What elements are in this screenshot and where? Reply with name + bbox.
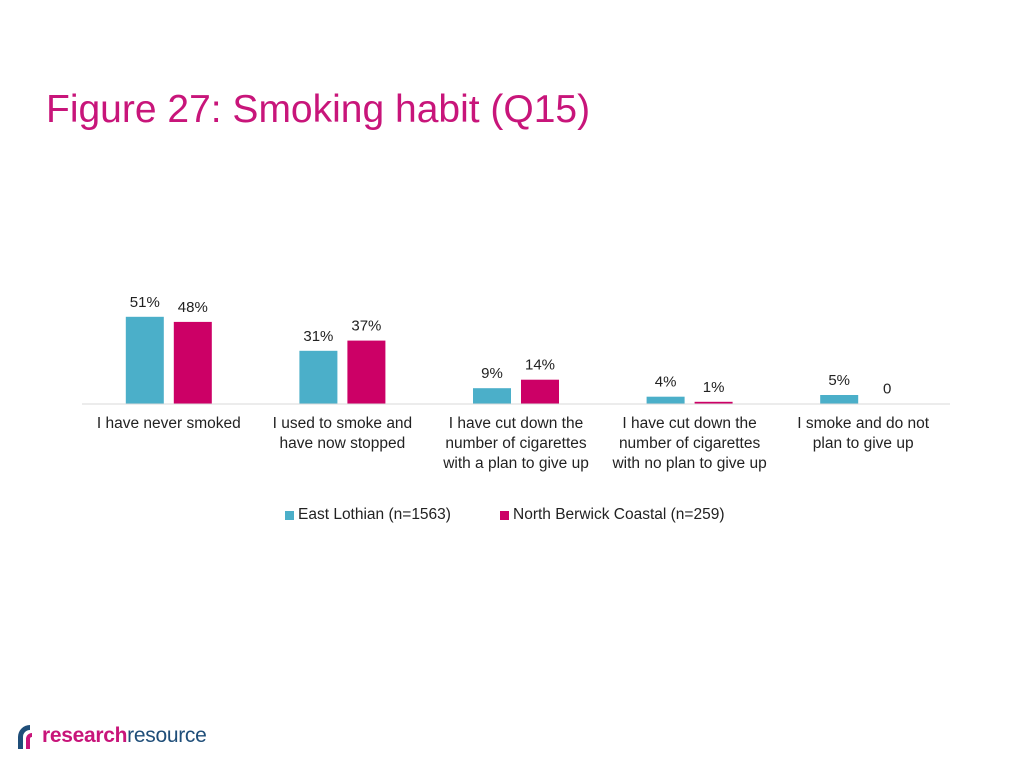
logo-mark-icon xyxy=(18,725,32,749)
data-label-north-berwick-2: 14% xyxy=(525,357,555,374)
category-label-line: with no plan to give up xyxy=(612,455,767,472)
category-label-line: with a plan to give up xyxy=(443,455,589,472)
bar-east-lothian-0 xyxy=(125,316,164,404)
category-label-2: I have cut down the number of cigarettes w… xyxy=(430,414,602,474)
legend-item-north-berwick: North Berwick Coastal (n=259) xyxy=(500,506,725,524)
logo-word-resource: resource xyxy=(127,724,207,747)
data-label-north-berwick-0: 48% xyxy=(178,299,208,316)
bar-east-lothian-2 xyxy=(473,388,511,404)
category-label-0: I have never smoked xyxy=(83,414,255,434)
data-label-north-berwick-3: 1% xyxy=(703,379,725,396)
category-label-4: I smoke and do not plan to give up xyxy=(777,414,949,454)
bar-north-berwick-0 xyxy=(173,321,212,404)
category-label-line: I smoke and do not xyxy=(797,415,930,432)
legend-label-east-lothian: East Lothian (n=1563) xyxy=(298,506,451,523)
logo-word-research: research xyxy=(42,724,128,747)
data-label-north-berwick-1: 37% xyxy=(351,318,381,335)
data-label-east-lothian-3: 4% xyxy=(655,374,677,391)
legend-swatch-north-berwick xyxy=(500,510,509,520)
data-label-east-lothian-4: 5% xyxy=(828,372,850,389)
category-label-line: I have cut down the xyxy=(448,415,584,432)
category-label-line: plan to give up xyxy=(812,435,914,452)
logo-wordmark: researchresource xyxy=(42,724,207,748)
data-label-east-lothian-1: 31% xyxy=(303,328,333,345)
category-label-line: number of cigarettes xyxy=(445,435,587,452)
category-label-line: number of cigarettes xyxy=(618,435,761,452)
legend-swatch-east-lothian xyxy=(285,510,294,520)
category-label-1: I used to smoke and have now stopped xyxy=(256,414,428,454)
bar-east-lothian-1 xyxy=(299,350,338,404)
legend-label-north-berwick: North Berwick Coastal (n=259) xyxy=(513,506,725,523)
category-label-3: I have cut down the number of cigarettes w… xyxy=(604,414,776,474)
category-label-line: have now stopped xyxy=(279,435,406,452)
research-resource-logo: researchresource xyxy=(14,712,207,760)
bar-north-berwick-2 xyxy=(521,379,559,404)
category-label-line: I have never smoked xyxy=(96,415,241,432)
category-label-line: I have cut down the xyxy=(622,415,757,432)
bar-east-lothian-4 xyxy=(820,395,859,404)
bar-north-berwick-3 xyxy=(694,401,733,404)
data-label-east-lothian-0: 51% xyxy=(130,294,160,311)
category-label-line: I used to smoke and xyxy=(272,415,413,432)
bar-chart: 51% 48% 31% 37% 9% 14% 4% 1% 5% 0 xyxy=(82,294,950,405)
bar-north-berwick-1 xyxy=(347,340,386,404)
data-label-north-berwick-4: 0 xyxy=(883,381,891,398)
data-label-east-lothian-2: 9% xyxy=(481,365,503,382)
legend-item-east-lothian: East Lothian (n=1563) xyxy=(285,506,451,524)
page-title: Figure 27: Smoking habit (Q15) xyxy=(46,88,591,131)
bar-east-lothian-3 xyxy=(646,396,685,404)
